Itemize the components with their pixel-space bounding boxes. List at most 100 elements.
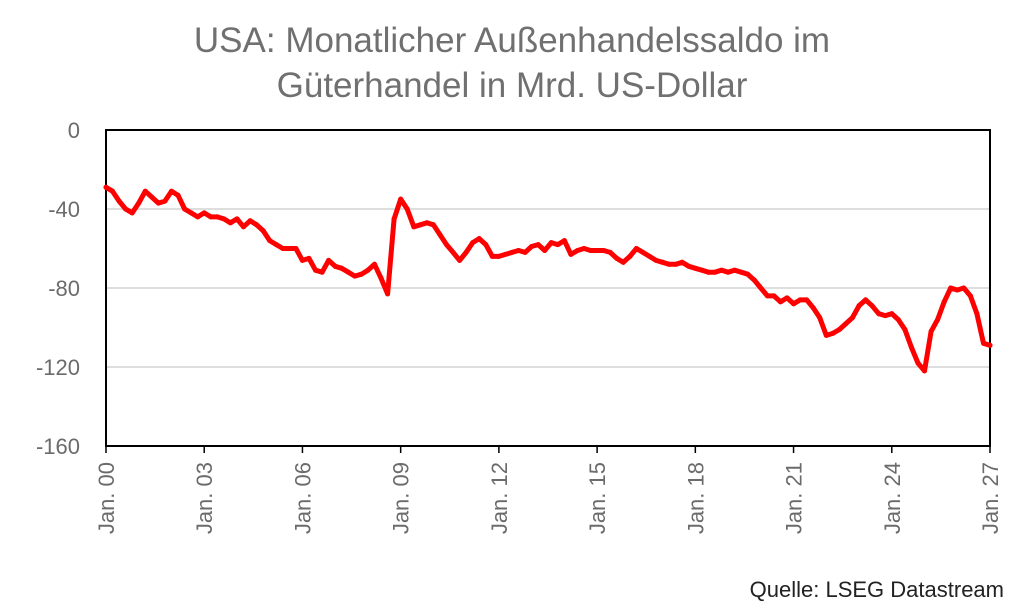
data-point-0-98	[745, 271, 751, 277]
data-point-0-27	[280, 246, 286, 251]
data-point-0-81	[633, 246, 639, 251]
chart-title-line-1: USA: Monatlicher Außenhandelssaldo im	[193, 21, 831, 60]
chart-title-line-2: Güterhandel in Mrd. US-Dollar	[276, 66, 748, 105]
data-point-0-115	[856, 303, 862, 309]
data-point-0-13	[188, 210, 194, 216]
data-point-0-9	[162, 198, 168, 204]
y-tick-label-0: 0	[68, 118, 80, 143]
data-point-0-116	[863, 297, 869, 303]
data-point-0-114	[850, 315, 855, 321]
y-tick-label-3: -120	[36, 355, 80, 380]
series-layer	[103, 184, 993, 374]
data-point-0-94	[719, 267, 724, 273]
data-point-0-119	[882, 313, 888, 319]
data-point-0-30	[299, 257, 305, 263]
data-point-0-2	[116, 198, 122, 204]
data-point-0-84	[653, 257, 659, 263]
data-point-0-31	[306, 255, 312, 261]
data-point-0-76	[601, 248, 607, 253]
data-point-0-42	[378, 275, 384, 281]
data-point-0-28	[286, 246, 292, 251]
data-point-0-1	[110, 188, 115, 194]
data-point-0-55	[463, 249, 469, 255]
data-point-0-50	[430, 222, 436, 228]
data-point-0-92	[705, 269, 711, 275]
data-point-0-8	[155, 200, 161, 206]
y-tick-label-2: -80	[48, 276, 80, 301]
data-point-0-18	[221, 216, 227, 222]
data-point-0-87	[673, 261, 679, 267]
data-point-0-127	[935, 317, 941, 323]
data-point-0-21	[241, 224, 246, 230]
data-point-0-104	[784, 295, 790, 301]
data-point-0-100	[758, 285, 764, 291]
data-point-0-22	[247, 218, 253, 224]
data-point-0-11	[175, 192, 181, 198]
data-point-0-49	[424, 220, 430, 226]
y-tick-label-4: -160	[36, 434, 80, 459]
data-point-0-83	[647, 253, 652, 259]
data-point-0-60	[496, 253, 502, 259]
data-point-0-135	[987, 342, 993, 348]
data-point-0-59	[489, 253, 495, 259]
series-line-0	[103, 184, 993, 374]
data-point-0-121	[895, 317, 901, 323]
data-point-0-82	[640, 249, 646, 255]
data-point-0-78	[614, 255, 620, 261]
data-point-0-106	[797, 297, 803, 303]
data-point-0-128	[941, 299, 947, 305]
data-point-0-38	[352, 273, 358, 279]
data-point-0-131	[961, 285, 967, 291]
data-point-0-108	[810, 305, 816, 311]
y-tick-label-1: -40	[48, 197, 80, 222]
data-point-0-101	[764, 293, 770, 299]
data-point-0-71	[568, 251, 574, 257]
data-point-0-15	[201, 210, 207, 216]
data-point-0-16	[208, 214, 214, 220]
x-tick-label-8: Jan. 24	[880, 462, 905, 534]
data-point-0-124	[915, 360, 921, 366]
data-point-0-80	[627, 253, 633, 259]
data-point-0-43	[385, 291, 391, 297]
x-tick-labels: Jan. 00 Jan. 03 Jan. 06 Jan. 09 Jan. 12 Jan. …	[94, 462, 1003, 534]
data-point-0-32	[313, 267, 318, 273]
data-point-0-45	[398, 196, 404, 202]
data-point-0-110	[823, 332, 829, 338]
data-point-0-58	[483, 242, 489, 248]
data-point-0-72	[575, 248, 580, 253]
data-point-0-74	[588, 248, 594, 253]
data-point-0-40	[365, 267, 371, 273]
data-point-0-25	[267, 238, 273, 244]
data-point-0-52	[444, 242, 449, 248]
data-point-0-48	[417, 222, 423, 228]
data-point-0-77	[607, 249, 613, 255]
data-point-0-35	[332, 263, 338, 269]
data-point-0-23	[254, 222, 260, 228]
data-point-0-67	[542, 248, 548, 253]
data-point-0-14	[195, 214, 201, 220]
chart-title: USA: Monatlicher Außenhandelssaldo im Gü…	[0, 18, 1024, 108]
data-point-0-39	[358, 271, 364, 277]
data-point-0-125	[922, 368, 927, 374]
data-point-0-90	[692, 265, 698, 271]
data-point-0-12	[182, 206, 188, 212]
data-point-0-65	[529, 244, 535, 249]
data-point-0-97	[738, 269, 744, 275]
data-point-0-26	[273, 242, 279, 248]
data-point-0-91	[699, 267, 705, 273]
data-point-0-123	[908, 344, 914, 350]
data-point-0-69	[555, 242, 561, 248]
data-point-0-120	[889, 311, 895, 317]
data-point-0-112	[836, 327, 842, 332]
x-tick-label-0: Jan. 00	[94, 462, 119, 534]
data-point-0-88	[679, 259, 685, 265]
data-point-0-75	[594, 248, 600, 253]
data-point-0-17	[214, 214, 220, 220]
data-point-0-7	[149, 194, 155, 200]
data-point-0-117	[869, 303, 875, 309]
gridlines	[106, 208, 990, 368]
data-point-0-107	[804, 297, 810, 303]
x-tick-label-3: Jan. 09	[389, 462, 414, 534]
data-point-0-54	[457, 257, 463, 263]
